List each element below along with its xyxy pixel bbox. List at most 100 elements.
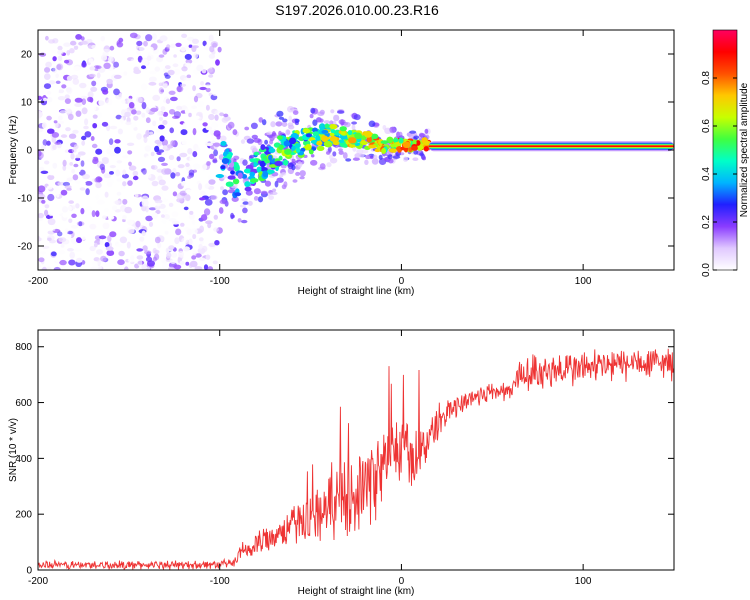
noise-cell: [136, 45, 140, 51]
noise-cell: [172, 191, 178, 197]
noise-cell: [40, 144, 46, 151]
noise-cell: [124, 206, 133, 214]
noise-cell: [72, 174, 79, 181]
noise-cell: [40, 170, 49, 174]
spectrogram-y-tick-label: 0: [26, 146, 32, 157]
noise-cell: [150, 151, 155, 157]
noise-cell: [113, 88, 120, 96]
noise-cell: [175, 42, 182, 48]
noise-cell: [209, 153, 215, 160]
transition-track-cell: [302, 128, 311, 134]
noise-cell: [150, 107, 159, 113]
noise-cell: [51, 45, 59, 51]
noise-cell: [47, 174, 55, 180]
transition-halo-cell: [361, 149, 369, 154]
noise-cell: [201, 69, 207, 74]
noise-cell: [168, 202, 174, 207]
noise-cell: [42, 139, 48, 147]
noise-cell: [44, 73, 51, 80]
noise-cell: [170, 140, 176, 146]
transition-halo-cell: [294, 118, 300, 123]
noise-cell: [47, 193, 55, 202]
noise-cell: [141, 102, 147, 110]
noise-cell: [165, 247, 170, 254]
noise-cell: [62, 212, 69, 218]
noise-cell: [161, 162, 168, 166]
noise-cell: [114, 199, 123, 206]
transition-halo-cell: [388, 158, 394, 164]
noise-cell: [81, 135, 87, 141]
transition-halo-cell: [383, 157, 389, 162]
noise-cell: [188, 169, 195, 176]
noise-cell: [119, 236, 128, 244]
noise-cell: [198, 183, 203, 191]
transition-halo-cell: [392, 155, 401, 159]
noise-cell: [104, 242, 110, 248]
noise-cell: [128, 102, 135, 109]
noise-cell: [210, 195, 218, 200]
noise-cell: [180, 129, 188, 136]
noise-cell: [152, 256, 157, 262]
transition-halo-cell: [353, 114, 361, 121]
noise-cell: [209, 45, 215, 53]
spectrogram-x-tick-label: -100: [210, 276, 230, 287]
noise-cell: [79, 182, 86, 186]
noise-cell: [38, 145, 42, 150]
noise-cell: [173, 264, 182, 270]
noise-cell: [89, 223, 97, 230]
noise-cell: [64, 228, 69, 234]
noise-cell: [90, 86, 98, 92]
snr-x-axis-label: Height of straight line (km): [298, 586, 415, 597]
noise-cell: [205, 254, 211, 260]
transition-halo-cell: [403, 156, 408, 162]
noise-cell: [89, 245, 96, 252]
noise-cell: [144, 250, 152, 255]
transition-track-cell: [402, 141, 411, 148]
snr-x-tick-label: -200: [28, 576, 48, 587]
transition-track-cell: [329, 135, 338, 142]
noise-cell: [112, 185, 121, 189]
noise-cell: [157, 241, 162, 249]
noise-cell: [175, 228, 182, 236]
noise-cell: [203, 208, 211, 216]
noise-cell: [170, 172, 176, 179]
transition-halo-cell: [332, 151, 337, 157]
noise-cell: [102, 222, 110, 230]
noise-cell: [136, 96, 143, 103]
colorbar-tick-label: 0.8: [701, 71, 712, 85]
noise-cell: [84, 118, 89, 126]
transition-halo-cell: [287, 105, 294, 113]
noise-cell: [151, 180, 159, 187]
transition-track-cell: [244, 186, 252, 192]
noise-cell: [161, 262, 169, 270]
noise-cell: [67, 248, 74, 252]
noise-cell: [97, 177, 103, 182]
noise-cell: [183, 206, 189, 211]
transition-track-cell: [249, 158, 257, 163]
noise-cell: [192, 128, 197, 136]
noise-cell: [88, 58, 94, 63]
noise-cell: [189, 210, 194, 215]
noise-cell: [197, 56, 203, 61]
transition-halo-cell: [372, 154, 378, 160]
transition-halo-cell: [309, 113, 314, 119]
noise-cell: [170, 43, 176, 49]
noise-cell: [50, 251, 57, 257]
snr-x-tick-label: -100: [210, 576, 230, 587]
transition-halo-cell: [283, 181, 288, 188]
noise-cell: [175, 172, 181, 177]
noise-cell: [151, 212, 158, 219]
noise-cell: [68, 200, 74, 204]
noise-cell: [61, 206, 69, 213]
noise-cell: [85, 188, 90, 196]
transition-halo-cell: [253, 138, 261, 143]
transition-track-cell: [367, 144, 377, 149]
transition-halo-cell: [364, 159, 369, 165]
noise-cell: [162, 227, 170, 232]
noise-cell: [148, 81, 157, 86]
noise-cell: [84, 131, 92, 138]
noise-cell: [208, 179, 216, 185]
chart-title: S197.2026.010.00.23.R16: [275, 2, 439, 18]
noise-cell: [109, 165, 116, 169]
noise-cell: [158, 124, 165, 130]
